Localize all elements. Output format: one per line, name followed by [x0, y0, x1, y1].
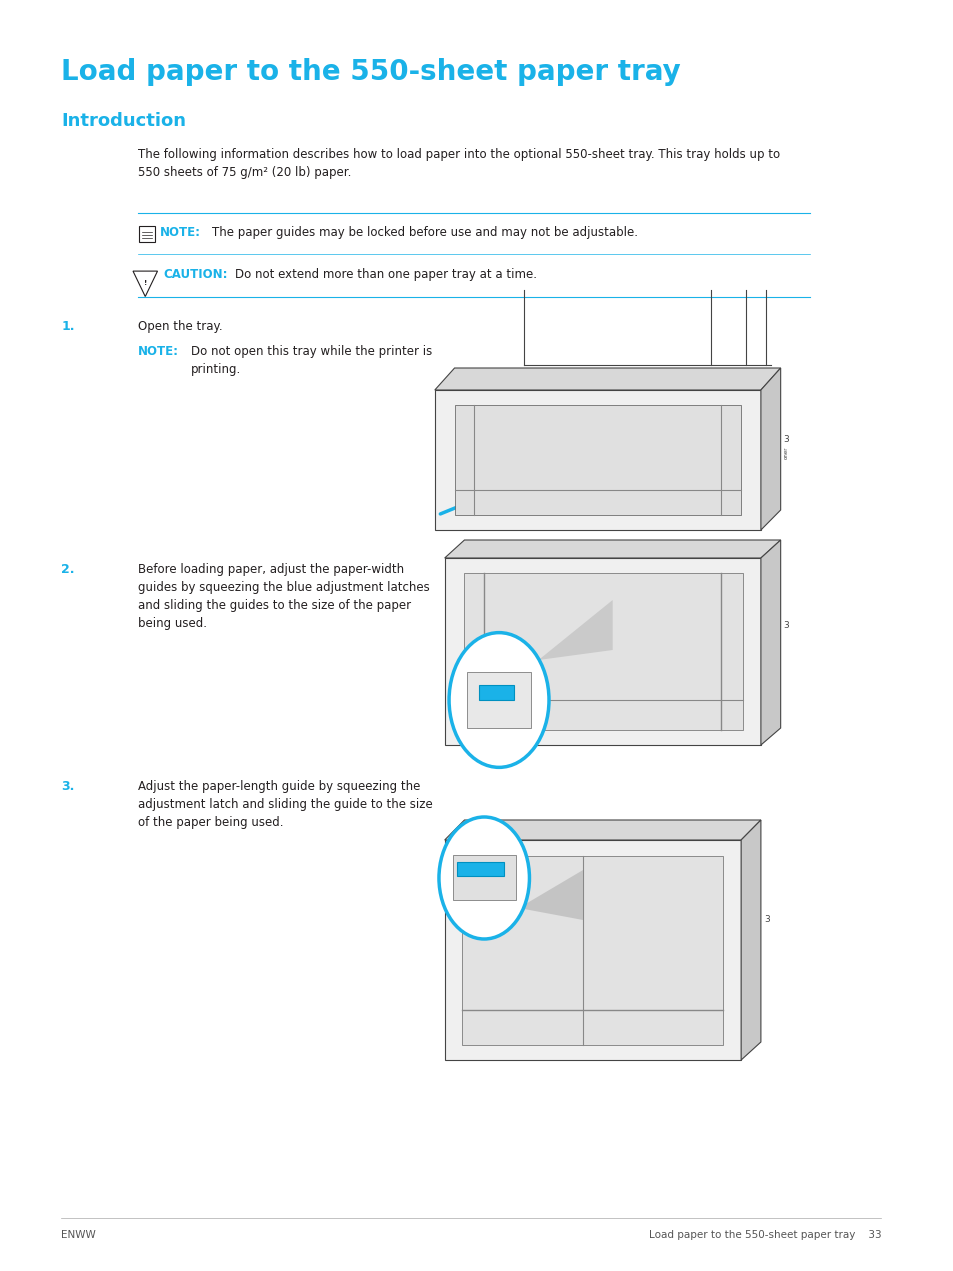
Text: The paper guides may be locked before use and may not be adjustable.: The paper guides may be locked before us…	[213, 226, 638, 239]
Polygon shape	[456, 862, 503, 876]
Circle shape	[438, 817, 529, 939]
Polygon shape	[444, 558, 760, 745]
Text: oner: oner	[782, 446, 788, 459]
Polygon shape	[444, 820, 760, 840]
Polygon shape	[435, 390, 760, 530]
Text: Do not open this tray while the printer is
printing.: Do not open this tray while the printer …	[191, 344, 432, 376]
Polygon shape	[444, 840, 740, 1060]
Text: Before loading paper, adjust the paper-width
guides by squeezing the blue adjust: Before loading paper, adjust the paper-w…	[138, 563, 430, 630]
Polygon shape	[464, 573, 742, 730]
Polygon shape	[760, 369, 780, 530]
Polygon shape	[760, 540, 780, 745]
Text: NOTE:: NOTE:	[138, 344, 179, 358]
Text: 3: 3	[763, 915, 769, 924]
Polygon shape	[478, 685, 514, 700]
Text: The following information describes how to load paper into the optional 550-shee: The following information describes how …	[138, 147, 780, 179]
Text: Adjust the paper-length guide by squeezing the
adjustment latch and sliding the : Adjust the paper-length guide by squeezi…	[138, 780, 433, 829]
Text: Load paper to the 550-sheet paper tray: Load paper to the 550-sheet paper tray	[61, 58, 680, 86]
Polygon shape	[518, 871, 582, 920]
Text: CAUTION:: CAUTION:	[163, 268, 228, 281]
Text: 3: 3	[782, 620, 788, 629]
Text: Load paper to the 550-sheet paper tray    33: Load paper to the 550-sheet paper tray 3…	[648, 1230, 881, 1240]
Polygon shape	[454, 405, 740, 515]
Text: Open the tray.: Open the tray.	[138, 320, 223, 333]
Text: NOTE:: NOTE:	[160, 226, 201, 239]
Text: 1.: 1.	[61, 320, 74, 333]
Text: 3.: 3.	[61, 780, 74, 793]
Polygon shape	[467, 672, 530, 728]
Polygon shape	[462, 855, 722, 1045]
Polygon shape	[538, 600, 612, 660]
Polygon shape	[452, 855, 516, 900]
Text: ENWW: ENWW	[61, 1230, 96, 1240]
Text: !: !	[144, 280, 147, 286]
Text: Introduction: Introduction	[61, 112, 186, 130]
Text: Do not extend more than one paper tray at a time.: Do not extend more than one paper tray a…	[235, 268, 537, 281]
Text: 3: 3	[782, 436, 788, 445]
Text: 2.: 2.	[61, 563, 74, 576]
Circle shape	[449, 633, 548, 768]
Polygon shape	[435, 369, 780, 390]
Polygon shape	[740, 820, 760, 1060]
Polygon shape	[444, 540, 780, 558]
